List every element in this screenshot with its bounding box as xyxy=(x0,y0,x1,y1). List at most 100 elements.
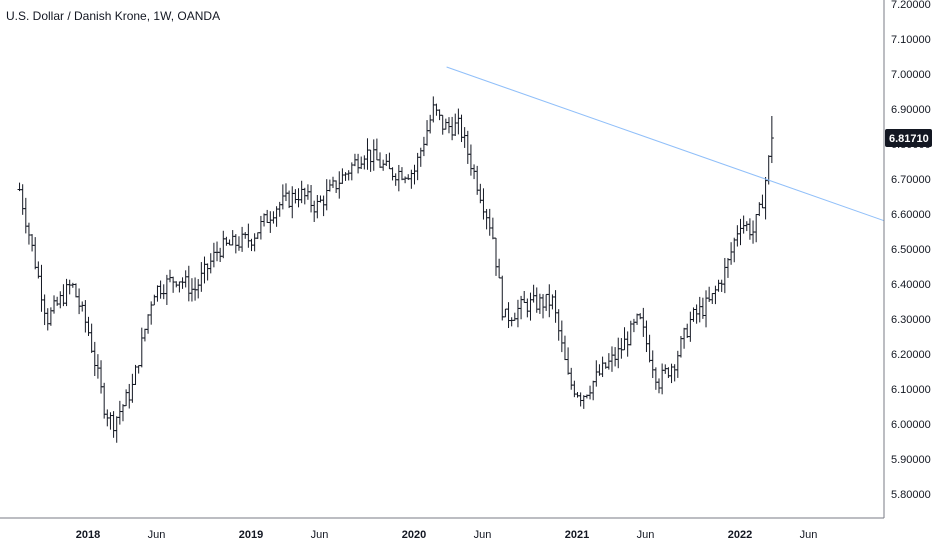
price-bar xyxy=(625,331,630,357)
price-bar xyxy=(769,116,774,164)
price-bar xyxy=(641,307,646,337)
price-bar xyxy=(446,117,451,134)
price-bar xyxy=(704,290,709,328)
price-bar xyxy=(559,320,564,353)
price-bar xyxy=(268,211,273,233)
price-bar xyxy=(211,242,216,268)
price-tick-label: 5.80000 xyxy=(891,489,931,501)
price-bar xyxy=(356,153,361,174)
price-bar xyxy=(202,256,207,284)
chart-title: U.S. Dollar / Danish Krone, 1W, OANDA xyxy=(6,9,221,23)
price-bar xyxy=(89,323,94,353)
price-bar xyxy=(136,365,141,374)
price-bar xyxy=(252,233,257,252)
price-bar xyxy=(42,294,47,326)
price-bar xyxy=(760,194,765,209)
price-bar xyxy=(133,364,138,385)
price-bar xyxy=(236,236,241,251)
price-bar xyxy=(83,300,88,333)
price-bar xyxy=(412,164,417,185)
price-bar xyxy=(544,293,549,311)
price-bar xyxy=(117,400,122,425)
price-bar xyxy=(120,404,125,422)
price-bar xyxy=(318,195,323,203)
time-tick-label: 2020 xyxy=(402,529,426,541)
price-bar xyxy=(569,367,574,390)
price-bar xyxy=(481,188,486,220)
price-bar xyxy=(409,169,414,189)
price-bar xyxy=(744,221,749,232)
price-bar xyxy=(168,269,173,283)
price-bar xyxy=(337,171,342,199)
time-axis[interactable]: 2018 Jun 2019 Jun 2020 Jun 2021 Jun 2022 Jun xyxy=(76,529,818,541)
price-bar xyxy=(622,327,627,351)
price-bar xyxy=(80,301,85,312)
price-bar xyxy=(403,176,408,184)
price-bar xyxy=(48,307,53,326)
price-bar xyxy=(450,116,455,141)
price-bar xyxy=(503,308,508,318)
price-bar xyxy=(437,109,442,121)
price-bar xyxy=(440,114,445,135)
price-bar xyxy=(108,412,113,430)
price-bar xyxy=(500,275,505,321)
time-tick-label: 2018 xyxy=(76,529,100,541)
price-bar xyxy=(384,154,389,166)
price-bar xyxy=(73,283,78,298)
price-bar xyxy=(368,149,373,172)
price-bar xyxy=(387,152,392,170)
price-axis[interactable]: 7.200007.100007.000006.900006.800006.700… xyxy=(891,0,931,501)
price-bar xyxy=(346,170,351,181)
price-bar xyxy=(362,155,367,170)
time-tick-label: Jun xyxy=(311,529,329,541)
price-bar xyxy=(230,230,235,246)
trend-line[interactable] xyxy=(446,66,885,222)
price-bar xyxy=(522,290,527,304)
time-tick-label: 2019 xyxy=(239,529,263,541)
price-bar xyxy=(631,318,636,333)
price-bar xyxy=(215,241,220,262)
price-bar xyxy=(124,389,129,407)
price-bar xyxy=(650,350,655,379)
price-bar xyxy=(396,164,401,192)
time-tick-label: Jun xyxy=(474,529,492,541)
price-tick-label: 7.00000 xyxy=(891,69,931,81)
price-bar xyxy=(465,130,470,164)
price-bar xyxy=(657,378,662,394)
price-bar xyxy=(603,362,608,369)
price-bar xyxy=(600,356,605,378)
current-price-label: 6.81710 xyxy=(889,133,929,145)
price-bar xyxy=(453,113,458,136)
price-bar xyxy=(299,180,304,204)
price-bar xyxy=(722,257,727,294)
price-bar xyxy=(378,152,383,168)
price-bar xyxy=(484,208,489,230)
price-bar xyxy=(685,323,690,338)
price-bar xyxy=(459,114,464,143)
price-bar xyxy=(468,144,473,176)
price-bar xyxy=(528,292,533,321)
price-bar xyxy=(359,156,364,170)
price-bar xyxy=(425,120,430,146)
price-bar xyxy=(365,138,370,170)
price-bar xyxy=(616,337,621,369)
plot-area[interactable] xyxy=(17,96,774,443)
price-bar xyxy=(541,294,546,319)
price-bar xyxy=(660,363,665,395)
price-bar xyxy=(130,373,135,403)
price-bar xyxy=(619,338,624,359)
price-bar xyxy=(515,299,520,328)
price-bar xyxy=(710,293,715,304)
price-bar xyxy=(732,237,737,263)
price-bar xyxy=(431,96,436,123)
price-bar xyxy=(265,209,270,224)
price-bar xyxy=(506,302,511,329)
price-bar xyxy=(55,296,60,306)
price-bar xyxy=(487,208,492,236)
price-bar xyxy=(196,279,201,299)
price-bar xyxy=(180,277,185,289)
price-tick-label: 6.10000 xyxy=(891,384,931,396)
current-price-badge: 6.81710 xyxy=(885,129,932,148)
price-bar xyxy=(594,360,599,387)
